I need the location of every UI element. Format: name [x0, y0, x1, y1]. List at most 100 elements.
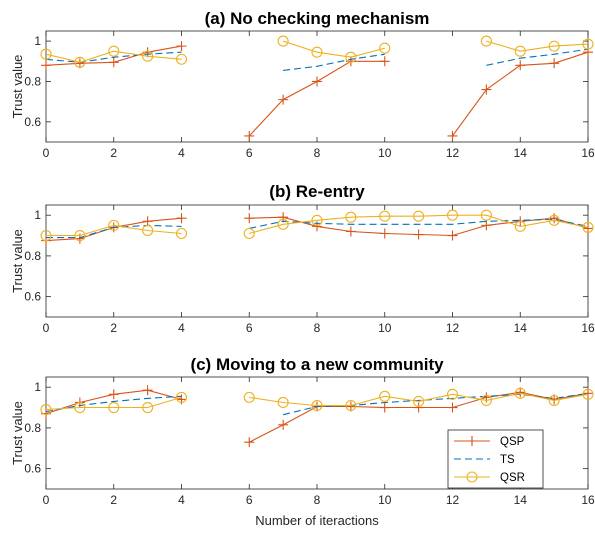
series-line-ts — [249, 218, 589, 229]
data-point-qsr — [582, 221, 594, 233]
data-point-qsr — [175, 391, 188, 403]
chart-panel-2: (b) Re-entry 0 2 4 6 8 10 12 14 16 0.6 0.8 1 Trust va… — [10, 182, 595, 335]
data-point-qsp — [41, 60, 51, 71]
y-axis-label: Trust value — [10, 55, 25, 119]
y-tick-label: 0.8 — [24, 421, 41, 435]
data-point-qsr — [142, 401, 154, 414]
x-tick-label: 12 — [446, 493, 460, 507]
data-point-qsp — [447, 402, 458, 413]
y-axis-label: Trust value — [10, 229, 25, 293]
data-point-qsr — [40, 404, 52, 416]
x-tick-label: 8 — [314, 493, 321, 507]
data-point-qsr — [514, 45, 526, 57]
data-point-qsp — [481, 84, 492, 95]
data-point-qsr — [108, 219, 120, 231]
data-point-qsr — [480, 209, 492, 221]
y-tick-label: 1 — [34, 208, 41, 222]
data-point-qsr — [243, 227, 255, 240]
data-point-qsr — [345, 399, 357, 412]
x-tick-label: 4 — [178, 321, 185, 335]
data-point-qsr — [345, 51, 357, 63]
data-point-qsr — [175, 227, 188, 240]
series-line-qsr — [249, 392, 589, 407]
panel-title: (a) No checking mechanism — [205, 9, 430, 28]
data-point-qsp — [108, 389, 119, 400]
chart-panel-3: (c) Moving to a new community 0 2 4 6 8 10 12 14… — [10, 355, 595, 528]
data-point-qsr — [277, 218, 289, 230]
series-line-ts — [486, 48, 589, 66]
data-point-qsp — [278, 94, 289, 105]
x-tick-label: 6 — [246, 321, 253, 335]
data-point-qsr — [548, 394, 560, 406]
x-tick-label: 6 — [246, 146, 253, 160]
x-tick-label: 14 — [514, 493, 528, 507]
data-point-qsr — [345, 211, 357, 223]
x-tick-label: 8 — [314, 321, 321, 335]
x-tick-label: 16 — [581, 146, 595, 160]
x-tick-label: 12 — [446, 146, 460, 160]
series-line-ts — [45, 395, 182, 413]
data-point-qsr — [480, 394, 492, 406]
data-point-qsr — [142, 50, 154, 62]
legend-label-ts: TS — [500, 454, 515, 466]
data-point-qsp — [244, 213, 255, 224]
series-line-qsr — [249, 214, 589, 235]
legend-box — [447, 429, 544, 489]
data-point-qsp — [312, 76, 322, 87]
series-line-ts — [283, 53, 385, 71]
series-line-qsr — [46, 224, 182, 237]
data-point-qsr — [40, 48, 52, 60]
data-point-qsr — [142, 224, 154, 237]
data-point-qsr — [311, 214, 323, 226]
data-point-qsr — [277, 396, 289, 409]
legend-label-qsp: QSP — [500, 436, 525, 448]
data-point-qsr — [379, 210, 391, 222]
data-point-qsp — [515, 387, 526, 398]
data-point-qsr — [243, 391, 255, 403]
data-point-qsp — [176, 41, 187, 52]
data-point-qsp — [379, 228, 390, 239]
data-point-qsr — [548, 40, 560, 52]
data-point-qsr — [480, 35, 492, 47]
x-tick-label: 2 — [110, 493, 117, 507]
legend: QSP TS QSR — [447, 429, 544, 489]
x-tick-label: 4 — [178, 146, 185, 160]
x-tick-label: 14 — [514, 321, 528, 335]
data-point-qsr — [413, 210, 425, 222]
data-point-qsr — [413, 395, 425, 407]
data-point-qsr — [40, 229, 52, 242]
x-tick-label: 6 — [246, 493, 253, 507]
x-tick-label: 0 — [43, 321, 50, 335]
y-tick-label: 1 — [34, 380, 41, 394]
y-tick-label: 0.6 — [24, 462, 41, 476]
series-line-ts — [46, 224, 182, 239]
data-point-qsp — [244, 130, 255, 141]
data-point-qsp — [345, 401, 356, 412]
x-tick-label: 16 — [581, 321, 595, 335]
legend-label-qsr: QSR — [500, 472, 525, 484]
data-point-qsr — [514, 220, 526, 232]
data-point-qsp — [583, 223, 593, 234]
data-point-qsp — [413, 402, 424, 413]
data-point-qsr — [379, 42, 391, 54]
x-tick-label: 2 — [110, 146, 117, 160]
data-point-qsp — [515, 60, 526, 71]
data-point-qsr — [514, 387, 526, 399]
legend-marker-qsr — [466, 471, 478, 483]
data-point-qsr — [277, 35, 289, 47]
data-point-qsr — [311, 46, 323, 58]
data-point-qsp — [481, 220, 492, 231]
x-tick-label: 0 — [43, 493, 50, 507]
data-point-qsp — [447, 230, 458, 241]
y-tick-label: 0.6 — [24, 290, 41, 304]
x-axis-label: Number of iteractions — [255, 513, 379, 528]
data-point-qsr — [74, 401, 86, 414]
y-axis-label: Trust value — [10, 401, 25, 465]
panel-title: (b) Re-entry — [269, 182, 365, 201]
data-point-qsr — [582, 38, 594, 50]
y-tick-label: 0.6 — [24, 115, 41, 129]
legend-marker-qsp — [467, 436, 477, 446]
x-tick-label: 4 — [178, 493, 185, 507]
data-point-qsr — [582, 388, 594, 400]
